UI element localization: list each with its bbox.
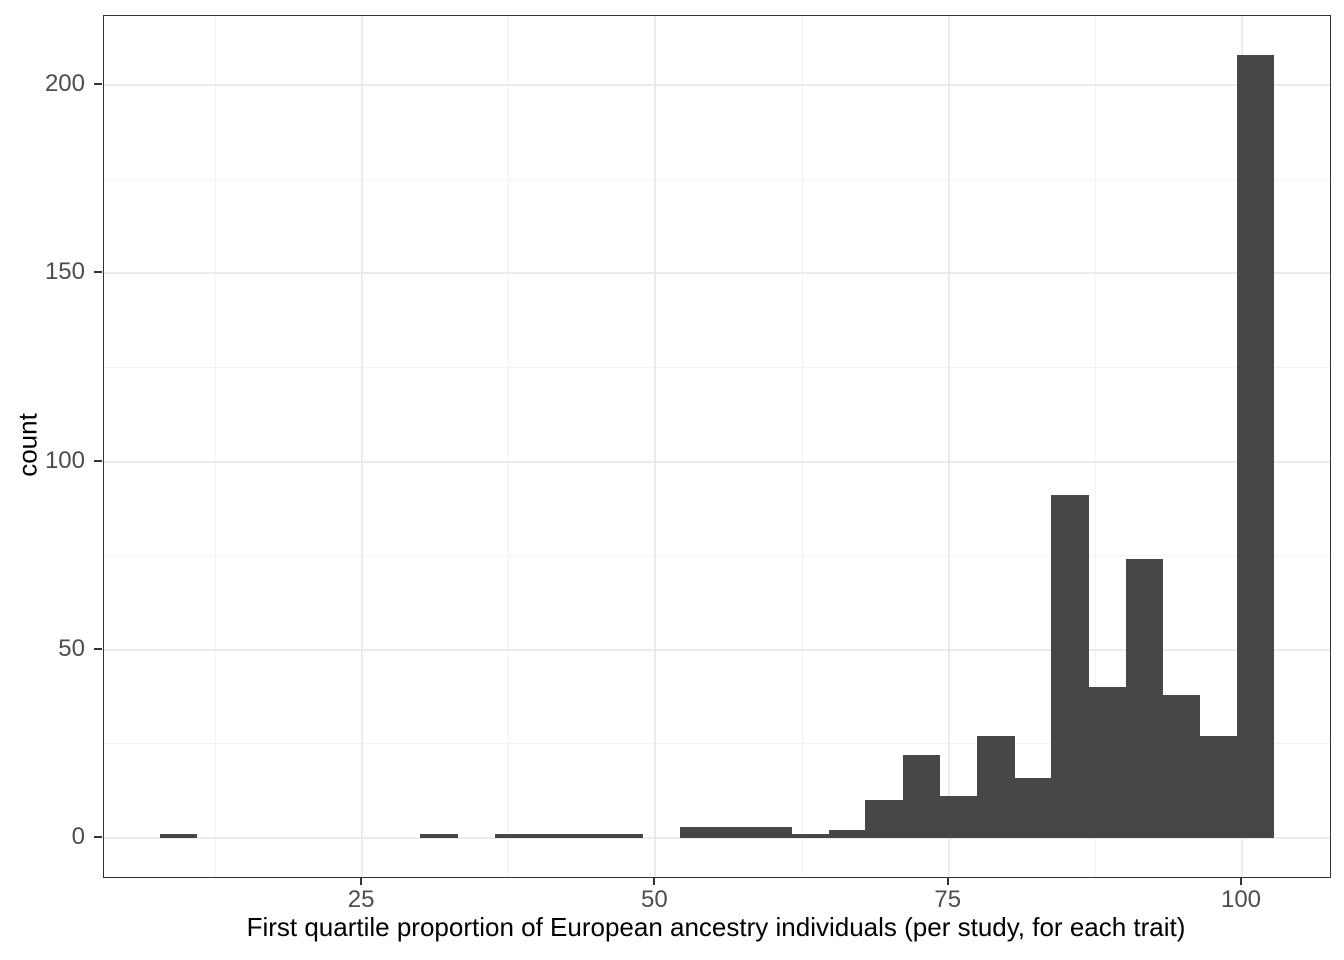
histogram-bar <box>791 834 830 838</box>
histogram-bar <box>753 826 792 838</box>
x-tick-label: 25 <box>347 886 375 913</box>
histogram-bar <box>865 800 904 838</box>
y-tick-mark <box>94 459 102 462</box>
y-tick-mark <box>94 271 102 274</box>
y-major-gridline <box>104 836 1330 839</box>
x-tick-mark <box>360 877 363 885</box>
x-tick-label: 50 <box>641 886 668 913</box>
y-minor-gridline <box>104 366 1330 368</box>
histogram-bar <box>531 834 570 838</box>
y-minor-gridline <box>104 178 1330 180</box>
x-minor-gridline <box>801 16 803 877</box>
y-major-gridline <box>104 460 1330 463</box>
histogram-bar <box>1050 495 1089 838</box>
plot-panel <box>103 15 1331 878</box>
histogram-bar <box>939 796 978 838</box>
histogram-bar <box>160 834 198 838</box>
x-tick-mark <box>946 877 949 885</box>
histogram-bar <box>568 834 607 838</box>
histogram-bar <box>902 755 940 838</box>
histogram-bar <box>419 834 458 838</box>
y-tick-label: 100 <box>44 446 85 474</box>
y-major-gridline <box>104 84 1330 87</box>
histogram-bar <box>829 830 866 838</box>
x-tick-label: 75 <box>934 886 962 913</box>
x-tick-mark <box>653 877 656 885</box>
y-minor-gridline <box>104 743 1330 745</box>
x-major-gridline <box>947 16 950 877</box>
histogram-bar <box>1125 559 1163 838</box>
x-tick-mark <box>1240 877 1242 885</box>
x-minor-gridline <box>214 16 216 877</box>
histogram-bar <box>680 826 719 838</box>
y-tick-label: 200 <box>44 70 85 98</box>
histogram-bar <box>1014 777 1052 838</box>
x-tick-label: 100 <box>1220 886 1262 913</box>
histogram-bar <box>606 834 643 838</box>
x-major-gridline <box>654 16 657 877</box>
histogram-bar <box>1199 736 1238 838</box>
y-tick-mark <box>94 83 102 86</box>
y-tick-label: 50 <box>58 634 85 662</box>
y-tick-mark <box>94 835 102 838</box>
x-major-gridline <box>361 16 364 877</box>
y-axis-title-text: count <box>12 413 43 477</box>
histogram-bar <box>976 736 1015 838</box>
histogram-bar <box>494 834 532 838</box>
y-major-gridline <box>104 648 1330 651</box>
y-tick-label: 0 <box>71 822 85 850</box>
y-major-gridline <box>104 272 1330 275</box>
y-tick-mark <box>94 647 102 650</box>
y-tick-label: 150 <box>44 258 85 286</box>
histogram-bar <box>717 826 755 838</box>
x-axis-title: First quartile proportion of European an… <box>246 912 1186 942</box>
histogram-bar <box>1237 55 1275 838</box>
histogram-bar <box>1088 687 1127 838</box>
y-minor-gridline <box>104 555 1330 557</box>
x-minor-gridline <box>508 16 510 877</box>
histogram-bar <box>1162 694 1201 838</box>
x-minor-gridline <box>1094 16 1096 877</box>
